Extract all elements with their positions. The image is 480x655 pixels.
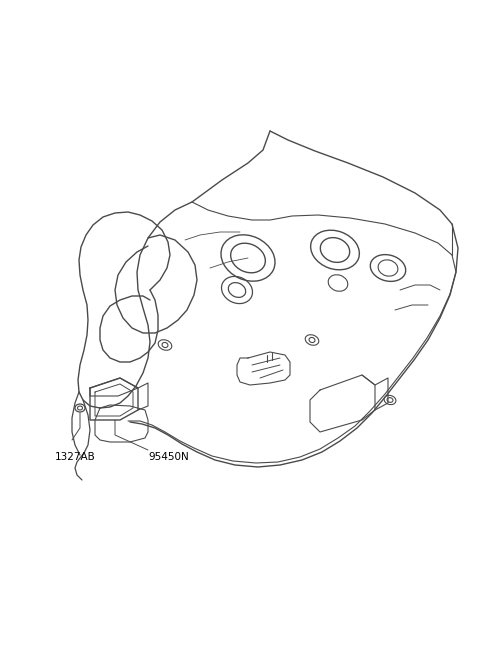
- Text: 95450N: 95450N: [148, 452, 189, 462]
- Text: 1327AB: 1327AB: [55, 452, 96, 462]
